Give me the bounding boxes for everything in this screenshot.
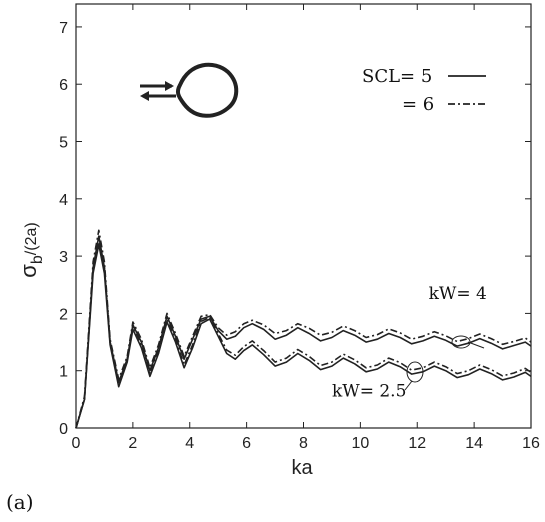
y-tick-label: 6 bbox=[59, 77, 68, 94]
incident-arrow-head bbox=[165, 81, 174, 91]
y-axis-label-rest: /(2a) bbox=[23, 222, 40, 255]
x-tick-label: 10 bbox=[351, 435, 369, 452]
annotations: kW= 4 kW= 2.5 bbox=[332, 284, 487, 401]
y-tick-label: 4 bbox=[59, 192, 68, 209]
annotation-loop-kw25 bbox=[406, 361, 424, 383]
series-line-3 bbox=[75, 238, 532, 429]
svg-text:σb/(2a): σb/(2a) bbox=[16, 222, 46, 277]
inset-shape bbox=[140, 62, 239, 118]
y-tick-label: 0 bbox=[59, 421, 68, 438]
y-axis-label: σb/(2a) bbox=[16, 222, 46, 277]
annotation-kw4: kW= 4 bbox=[429, 284, 487, 304]
y-axis-label-main: σ bbox=[16, 264, 41, 278]
x-tick-label: 0 bbox=[72, 435, 81, 452]
annotation-kw25: kW= 2.5 bbox=[332, 381, 406, 401]
plot-frame bbox=[75, 3, 532, 429]
y-tick-label: 7 bbox=[59, 20, 68, 37]
x-tick-label: 8 bbox=[299, 435, 308, 452]
y-tick-label: 2 bbox=[59, 306, 68, 323]
axes bbox=[75, 3, 532, 429]
x-tick-label: 16 bbox=[522, 435, 540, 452]
y-tick-label: 3 bbox=[59, 249, 68, 266]
y-axis-label-sub: b bbox=[29, 255, 46, 264]
x-axis-label: ka bbox=[291, 457, 313, 479]
series-group bbox=[75, 229, 532, 429]
x-tick-label: 6 bbox=[242, 435, 251, 452]
x-tick-label: 14 bbox=[465, 435, 483, 452]
series-line-2 bbox=[75, 243, 532, 429]
annotation-leader-kw4 bbox=[467, 341, 485, 349]
panel-label: (a) bbox=[6, 490, 34, 514]
annotation-loop-kw4 bbox=[451, 335, 471, 349]
y-tick-label: 1 bbox=[59, 364, 68, 381]
legend-label-scl6: = 6 bbox=[402, 94, 434, 115]
x-tick-label: 2 bbox=[128, 435, 137, 452]
annotation-leader-kw25 bbox=[404, 380, 413, 391]
series-line-1 bbox=[75, 229, 532, 429]
series-line-0 bbox=[75, 235, 532, 429]
x-tick-label: 4 bbox=[185, 435, 194, 452]
backscatter-arrow-head bbox=[140, 91, 149, 101]
legend-label-scl5: SCL= 5 bbox=[362, 66, 432, 87]
x-tick-label: 12 bbox=[408, 435, 426, 452]
y-tick-label: 5 bbox=[59, 135, 68, 152]
inset-outline bbox=[175, 62, 239, 118]
legend: SCL= 5 = 6 bbox=[362, 66, 486, 115]
